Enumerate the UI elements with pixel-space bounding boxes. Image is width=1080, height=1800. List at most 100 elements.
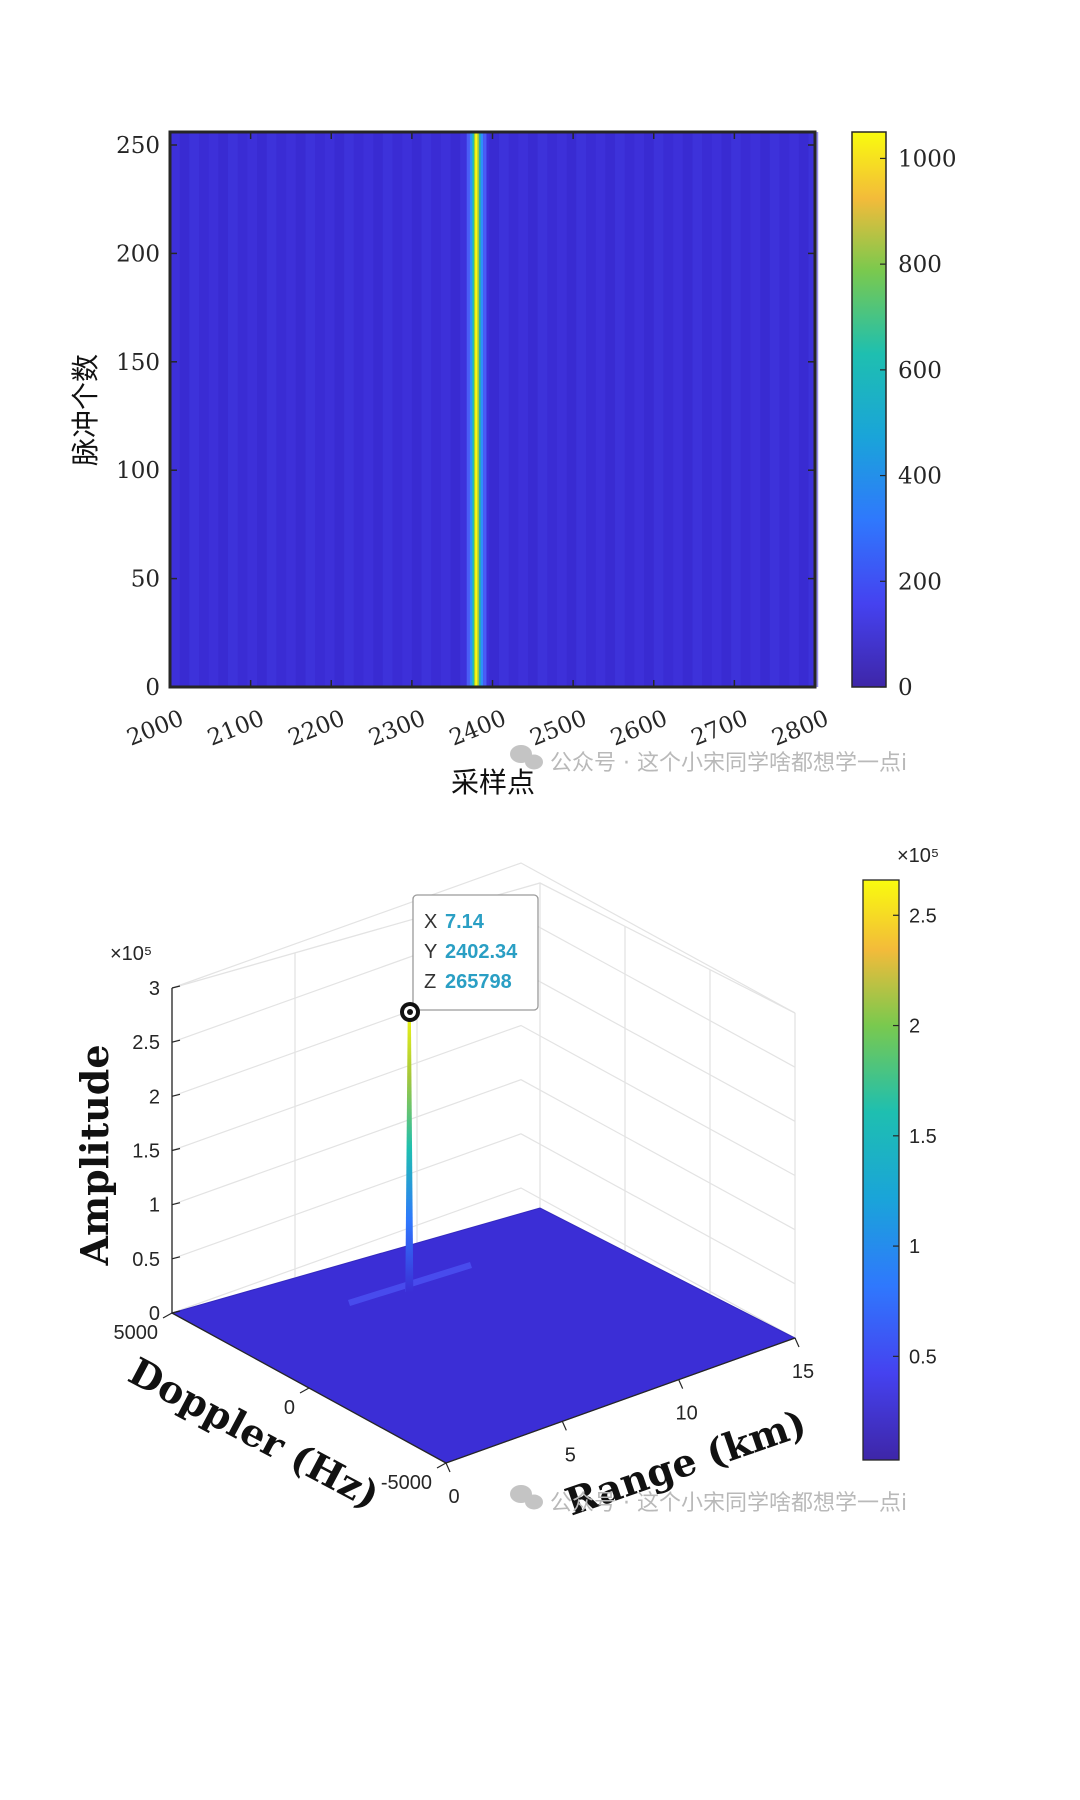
heatmap-stripe (750, 132, 761, 687)
heatmap-colorbar-tick-label: 200 (898, 569, 942, 595)
heatmap-stripe (228, 132, 238, 687)
heatmap-stripe (324, 132, 335, 687)
heatmap-peak-stripe (466, 132, 472, 687)
surface-z-tick-mark (171, 985, 181, 989)
surface-z-tick-mark (171, 1093, 181, 1097)
surface-z-tick-label: 2.5 (132, 1032, 160, 1054)
heatmap-stripe (440, 132, 451, 687)
heatmap-x-tick-label: 2500 (526, 705, 590, 751)
datatip-marker[interactable] (400, 1002, 420, 1022)
heatmap-peak-stripe (473, 132, 476, 687)
surface-z-gridline (171, 862, 796, 1014)
heatmap-stripe (247, 132, 258, 687)
heatmap-stripe (644, 132, 654, 687)
heatmap-y-tick-label: 250 (116, 133, 160, 159)
heatmap-stripe (334, 132, 345, 687)
heatmap-stripe (208, 132, 219, 687)
heatmap-stripe (460, 132, 470, 687)
surface-y-tick-label: -5000 (381, 1472, 432, 1494)
surface-colorbar-tick-label: 1.5 (909, 1126, 937, 1148)
datatip-y-value: 2402.34 (445, 941, 518, 963)
surface-z-tick-mark (171, 1202, 181, 1206)
heatmap-stripe (498, 132, 509, 687)
heatmap-stripe (711, 132, 722, 687)
heatmap-stripe (605, 132, 616, 687)
datatip-y-label: Y (424, 941, 437, 963)
heatmap-stripe (634, 132, 645, 687)
surface-colorbar-tick-label: 1 (909, 1236, 920, 1258)
surface-z-tick-label: 2 (149, 1086, 160, 1108)
heatmap-colorbar-tick-label: 600 (898, 358, 942, 384)
heatmap-chart: 2000 2100 2200 2300 2400 2500 2600 2700 2800 050… (69, 130, 957, 799)
surface-colorbar-multiplier: ×10⁵ (897, 845, 939, 867)
heatmap-peak-stripe (475, 132, 478, 687)
heatmap-y-tick-label: 0 (145, 675, 160, 701)
heatmap-stripe (798, 132, 809, 687)
heatmap-stripe (402, 132, 412, 687)
heatmap-stripe (721, 132, 732, 687)
heatmap-stripe (663, 132, 674, 687)
surface-watermark: 公众号 · 这个小宋同学啥都想学一点i (510, 1485, 907, 1516)
heatmap-peak-stripe (479, 132, 481, 687)
surface-z-tick-mark (171, 1310, 181, 1314)
heatmap-watermark-text: 公众号 · 这个小宋同学啥都想学一点i (550, 751, 907, 776)
surface-z-tick-label: 0 (149, 1303, 160, 1325)
datatip-z-label: Z (424, 971, 436, 993)
surface-x-tick-label: 10 (676, 1403, 698, 1425)
surface-x-tick-mark (678, 1379, 684, 1389)
surface-x-tick-mark (794, 1337, 800, 1348)
surface-y-tick-mark (299, 1387, 310, 1394)
heatmap-stripe (731, 132, 741, 687)
surface-z-gridline (171, 1024, 796, 1177)
heatmap-x-tick-label: 2000 (123, 705, 187, 751)
heatmap-stripe (218, 132, 229, 687)
surface-z-tick-mark (171, 1039, 181, 1043)
surface-x-tick-label: 15 (792, 1361, 814, 1383)
surface-z-multiplier: ×10⁵ (110, 943, 152, 965)
surface-z-gridline (171, 1079, 796, 1231)
heatmap-peak-stripe (472, 132, 475, 687)
heatmap-x-tick-label: 2300 (365, 705, 429, 751)
heatmap-stripe (624, 132, 635, 687)
heatmap-colorbar-ticks: 0 200 400 600 800 1000 (880, 146, 957, 701)
surface-z-tick-mark (171, 1147, 181, 1152)
heatmap-stripe (702, 132, 712, 687)
heatmap-stripe (489, 132, 499, 687)
heatmap-stripe (576, 132, 587, 687)
heatmap-stripe (760, 132, 770, 687)
heatmap-peak-stripe (483, 132, 487, 687)
surface-peak-spike (405, 1004, 414, 1293)
heatmap-peak-band (466, 132, 487, 687)
heatmap-stripe (566, 132, 577, 687)
surface-peak-spike-shape (405, 1004, 414, 1293)
heatmap-y-tick-label: 150 (116, 350, 160, 376)
datatip-box (412, 894, 539, 1011)
heatmap-stripe (547, 132, 557, 687)
heatmap-y-tick-label: 100 (116, 458, 160, 484)
heatmap-stripe (344, 132, 354, 687)
heatmap-peak-stripe (469, 132, 474, 687)
surface-z-gridline (171, 1187, 796, 1339)
surface-x-tick-mark (445, 1462, 451, 1473)
surface-y-tick-mark (436, 1462, 447, 1469)
heatmap-stripe (557, 132, 567, 687)
heatmap-x-tick-label: 2600 (607, 705, 671, 751)
surface-z-tick-mark (171, 1256, 181, 1260)
heatmap-stripe (373, 132, 383, 687)
heatmap-stripe (363, 132, 374, 687)
heatmap-colorbar (851, 131, 887, 688)
heatmap-stripe (286, 132, 296, 687)
heatmap-stripe (382, 132, 393, 687)
surface-x-tick-mark (561, 1421, 567, 1431)
surface-colorbar-tick-label: 2.5 (909, 905, 937, 927)
heatmap-stripe (586, 132, 596, 687)
heatmap-stripe (808, 132, 819, 687)
heatmap-stripe (266, 132, 277, 687)
heatmap-ylabel: 脉冲个数 (69, 354, 102, 466)
heatmap-stripe (508, 132, 519, 687)
datatip-x-label: X (424, 911, 437, 933)
surface-datatip[interactable]: X 7.14 Y 2402.34 Z 265798 (400, 894, 539, 1022)
heatmap-stripe (740, 132, 751, 687)
heatmap-stripe (527, 132, 538, 687)
heatmap-colorbar-tick-label: 800 (898, 252, 942, 278)
